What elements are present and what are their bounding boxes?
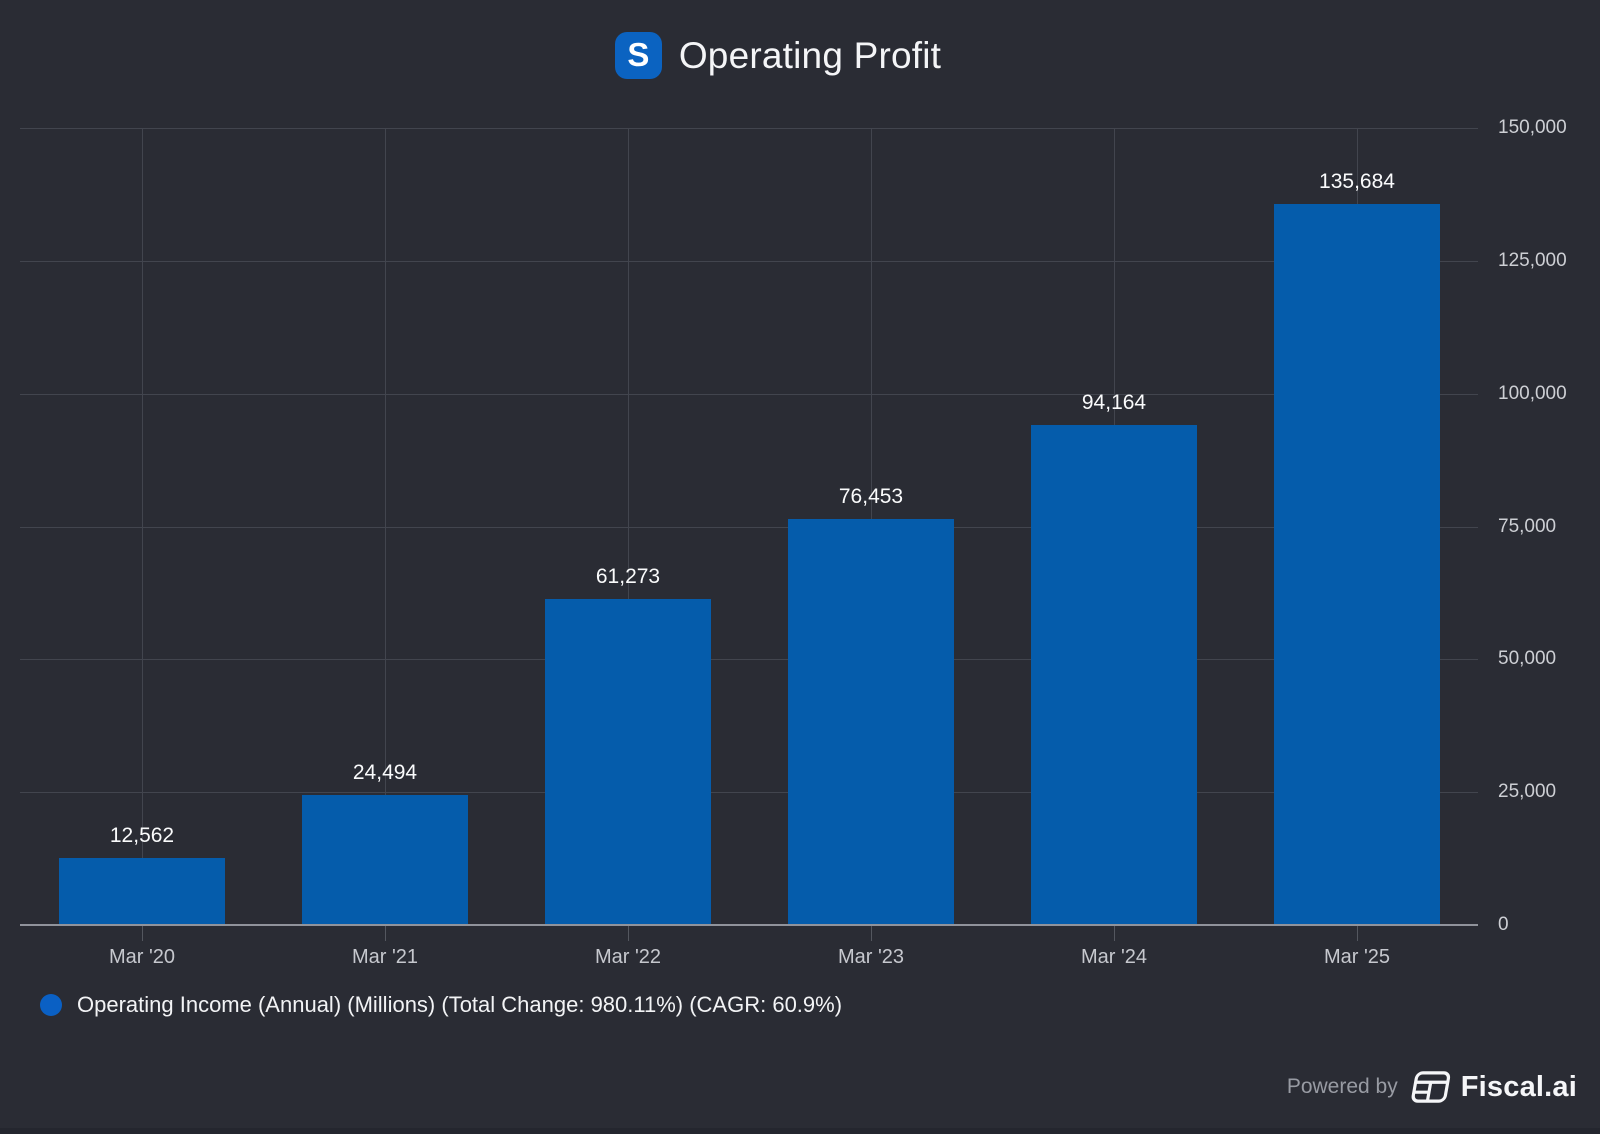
x-axis-tick-label: Mar '22 (594, 946, 662, 968)
powered-by-label: Powered by (1286, 1075, 1398, 1098)
y-axis-tick-label: 0 (1498, 914, 1509, 935)
bar-value-label: 24,494 (352, 760, 418, 784)
legend-item-operating-income[interactable]: Operating Income (Annual) (Millions) (To… (40, 992, 842, 1018)
bar-mar-22[interactable] (545, 599, 711, 925)
chart-header: S Operating Profit (0, 32, 1600, 79)
fiscal-ai-logo-icon (1411, 1071, 1450, 1103)
bar-value-label: 135,684 (1319, 170, 1395, 194)
fiscal-ai-link[interactable]: Fiscal.ai (1410, 1070, 1577, 1104)
bar-value-label: 61,273 (595, 565, 661, 589)
y-axis-tick-label: 25,000 (1498, 781, 1557, 803)
x-axis-tick (871, 926, 872, 941)
legend-marker-icon (40, 994, 62, 1016)
gridline-vertical (385, 128, 386, 925)
gridline-horizontal (20, 393, 1478, 395)
bar-mar-25[interactable] (1274, 204, 1440, 925)
x-axis-tick (628, 926, 629, 941)
y-axis-tick-label: 50,000 (1498, 648, 1557, 670)
gridline-horizontal (20, 792, 1478, 794)
x-axis-tick-label: Mar '21 (351, 946, 419, 968)
x-axis-tick-label: Mar '25 (1323, 946, 1391, 968)
legend-label: Operating Income (Annual) (Millions) (To… (77, 992, 843, 1017)
bar-mar-23[interactable] (788, 518, 954, 925)
window-bottom-edge (0, 1128, 1600, 1134)
gridline-horizontal (20, 128, 1478, 129)
gridline-horizontal (20, 526, 1478, 528)
gridline-horizontal (20, 260, 1478, 262)
gridline-horizontal (20, 659, 1478, 661)
x-axis-tick-label: Mar '20 (108, 946, 176, 968)
y-axis-tick-label: 75,000 (1498, 515, 1557, 537)
x-axis-tick (1114, 926, 1115, 941)
x-axis-tick (1357, 926, 1358, 941)
x-axis-line (20, 924, 1478, 926)
bar-value-label: 94,164 (1081, 390, 1147, 414)
brand-name: Fiscal.ai (1460, 1070, 1577, 1103)
gridline-vertical (628, 128, 629, 925)
x-axis-tick-label: Mar '24 (1080, 946, 1148, 968)
y-axis-tick-label: 100,000 (1498, 382, 1567, 404)
x-axis-tick (385, 926, 386, 941)
bar-mar-21[interactable] (302, 794, 468, 925)
bar-mar-24[interactable] (1031, 424, 1197, 925)
bar-value-label: 76,453 (838, 484, 904, 508)
y-axis-tick-label: 150,000 (1498, 117, 1567, 138)
bar-mar-20[interactable] (59, 858, 225, 925)
chart-title: Operating Profit (678, 34, 942, 76)
gridline-vertical (142, 128, 143, 925)
x-axis-tick-label: Mar '23 (837, 946, 905, 968)
bar-value-label: 12,562 (109, 824, 175, 848)
y-axis-tick-label: 125,000 (1498, 249, 1567, 271)
x-axis-tick (142, 926, 143, 941)
footer: Powered by Fiscal.ai (1287, 1070, 1577, 1104)
company-logo-icon: S (614, 32, 662, 79)
